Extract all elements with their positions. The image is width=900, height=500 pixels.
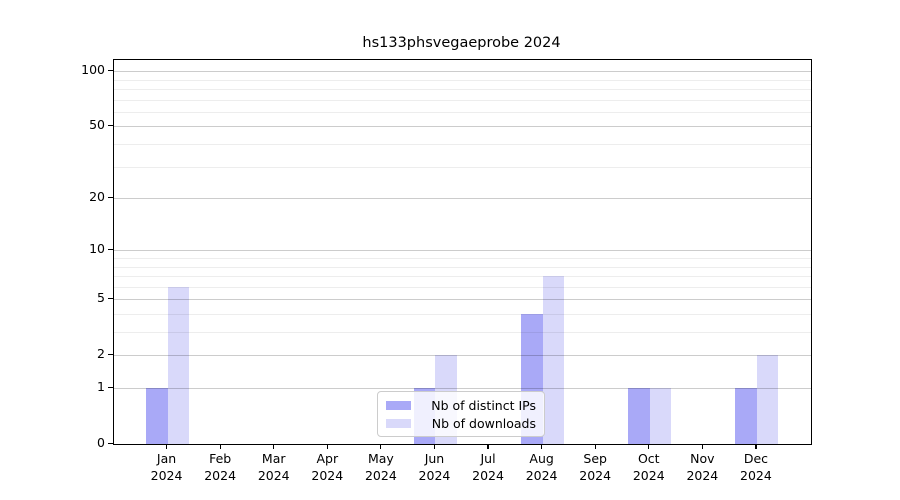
x-tick-mark [434, 444, 435, 449]
downloads-bar-jan [168, 287, 190, 444]
x-tick-label: Sep2024 [568, 451, 622, 484]
gridline-major [114, 198, 811, 199]
x-tick-label: Dec2024 [729, 451, 783, 484]
chart-title: hs133phsvegaeprobe 2024 [113, 35, 810, 51]
x-tick-label: Jan2024 [140, 451, 194, 484]
gridline-major [114, 388, 811, 389]
gridline-minor [114, 314, 811, 315]
x-tick-mark [702, 444, 703, 449]
distinct-ips-bar-jan [146, 388, 168, 444]
legend-item-distinct-ips: Nb of distinct IPs [386, 398, 536, 413]
gridline-minor [114, 167, 811, 168]
y-tick-mark [108, 197, 113, 198]
legend-item-downloads: Nb of downloads [386, 416, 536, 431]
x-tick-label: Jun2024 [407, 451, 461, 484]
gridline-minor [114, 80, 811, 81]
distinct-ips-bar-dec [735, 388, 757, 444]
x-tick-mark [273, 444, 274, 449]
x-tick-mark [541, 444, 542, 449]
gridline-major [114, 71, 811, 72]
x-tick-label: May2024 [354, 451, 408, 484]
y-tick-mark [108, 249, 113, 250]
x-tick-label: Oct2024 [622, 451, 676, 484]
y-tick-mark [108, 387, 113, 388]
y-tick-label: 2 [57, 346, 105, 362]
legend: Nb of distinct IPs Nb of downloads [377, 391, 545, 437]
y-tick-mark [108, 70, 113, 71]
gridline-minor [114, 89, 811, 90]
x-tick-mark [327, 444, 328, 449]
gridline-minor [114, 332, 811, 333]
x-tick-mark [166, 444, 167, 449]
x-tick-label: Feb2024 [193, 451, 247, 484]
x-tick-mark [380, 444, 381, 449]
legend-label: Nb of distinct IPs [420, 398, 536, 413]
figure: hs133phsvegaeprobe 2024 0 1 2 5 10 20 50 100 Ja… [0, 0, 900, 500]
gridline-minor [114, 258, 811, 259]
y-tick-label: 1 [57, 379, 105, 395]
gridline-minor [114, 100, 811, 101]
y-tick-mark [108, 443, 113, 444]
distinct-ips-bar-oct [628, 388, 650, 444]
plot-area [113, 59, 812, 445]
x-tick-label: Apr2024 [300, 451, 354, 484]
y-tick-mark [108, 298, 113, 299]
x-tick-mark [648, 444, 649, 449]
gridline-major [114, 250, 811, 251]
y-tick-label: 20 [57, 189, 105, 205]
gridline-minor [114, 144, 811, 145]
gridline-major [114, 355, 811, 356]
downloads-bar-oct [650, 388, 672, 444]
x-tick-label: Aug2024 [515, 451, 569, 484]
x-tick-mark [220, 444, 221, 449]
gridline-minor [114, 267, 811, 268]
x-tick-mark [755, 444, 756, 449]
x-tick-mark [487, 444, 488, 449]
x-tick-label: Nov2024 [675, 451, 729, 484]
downloads-bar-dec [757, 355, 779, 444]
y-tick-label: 5 [57, 290, 105, 306]
downloads-swatch [386, 419, 411, 428]
y-tick-label: 10 [57, 241, 105, 257]
y-tick-label: 100 [57, 62, 105, 78]
y-tick-label: 50 [57, 117, 105, 133]
x-tick-mark [595, 444, 596, 449]
y-tick-label: 0 [57, 435, 105, 451]
x-tick-label: Jul2024 [461, 451, 515, 484]
legend-label: Nb of downloads [420, 416, 536, 431]
x-tick-label: Mar2024 [247, 451, 301, 484]
downloads-bar-aug [543, 276, 565, 444]
gridline-minor [114, 276, 811, 277]
gridline-minor [114, 287, 811, 288]
y-tick-mark [108, 354, 113, 355]
gridline-minor [114, 112, 811, 113]
y-tick-mark [108, 125, 113, 126]
gridline-major [114, 299, 811, 300]
distinct-ips-swatch [386, 401, 411, 410]
gridline-major [114, 126, 811, 127]
